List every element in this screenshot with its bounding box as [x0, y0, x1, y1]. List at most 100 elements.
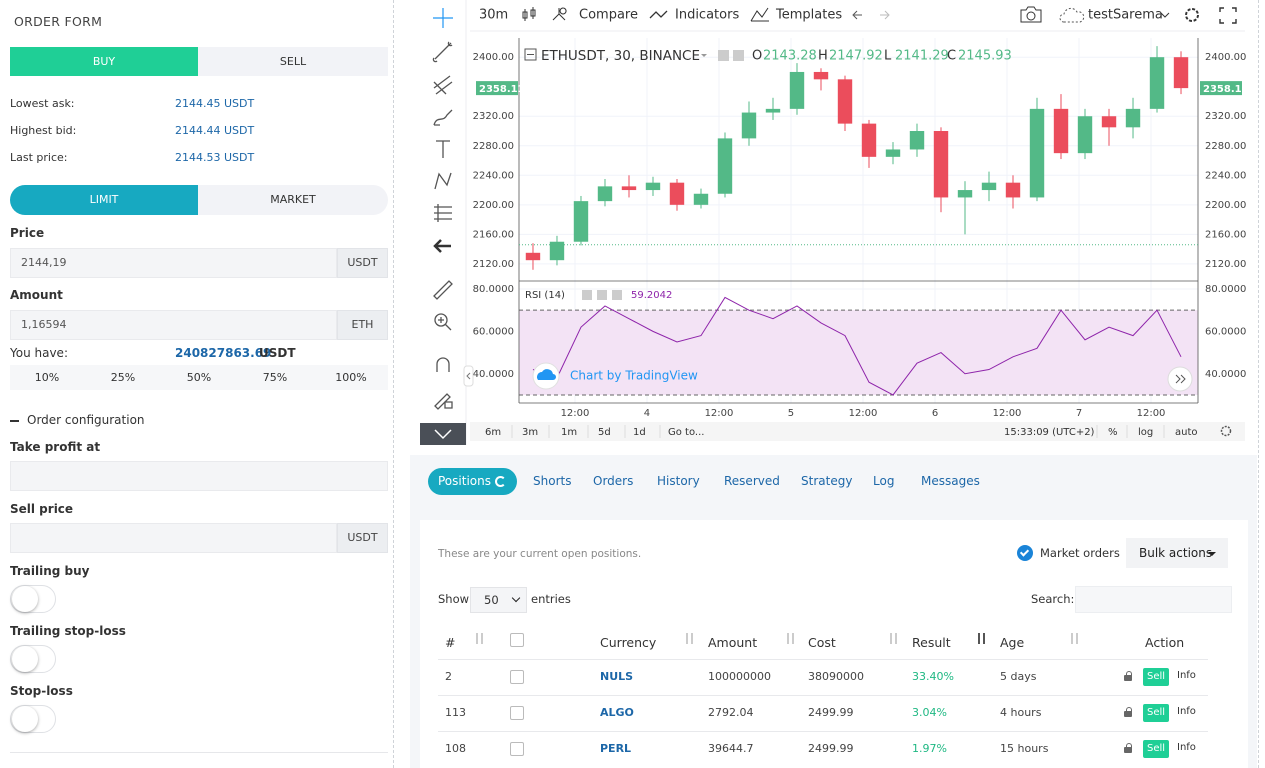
- sell-tab[interactable]: SELL: [198, 47, 388, 76]
- compare-button-icon[interactable]: [552, 7, 567, 21]
- range-button[interactable]: 1d: [633, 427, 646, 438]
- interval-button[interactable]: 30m: [479, 8, 508, 23]
- table-cell[interactable]: 4 hours: [1000, 706, 1042, 719]
- range-button[interactable]: 6m: [485, 427, 501, 438]
- input-unit[interactable]: ETH: [337, 310, 388, 340]
- indicators-button[interactable]: Indicators: [675, 8, 739, 23]
- table-cell[interactable]: 3.04%: [912, 706, 947, 719]
- toggle-knob[interactable]: [12, 586, 38, 612]
- table-rule[interactable]: [438, 695, 1208, 696]
- table-rule[interactable]: [438, 731, 1208, 732]
- info-button[interactable]: Info: [1177, 706, 1196, 717]
- table-cell[interactable]: 38090000: [808, 670, 864, 683]
- sort-button[interactable]: [691, 633, 693, 644]
- sort-button[interactable]: [890, 633, 892, 644]
- info-button[interactable]: Info: [1177, 742, 1196, 753]
- table-cell[interactable]: NULS: [600, 670, 634, 683]
- page-size-select[interactable]: 50: [470, 587, 527, 613]
- bulk-actions-button[interactable]: Bulk actions: [1126, 538, 1228, 568]
- sort-button[interactable]: [476, 633, 478, 644]
- drawing-tool[interactable]: [433, 239, 451, 253]
- input-unit[interactable]: USDT: [337, 523, 388, 553]
- toggle-knob[interactable]: [12, 646, 38, 672]
- drawing-tool[interactable]: [433, 280, 453, 300]
- positions-tab[interactable]: Positions: [428, 468, 517, 495]
- sort-button[interactable]: [978, 633, 980, 644]
- toggle-label[interactable]: Trailing stop-loss: [10, 624, 126, 638]
- scale-option-button[interactable]: %: [1108, 427, 1118, 438]
- toggle-label[interactable]: Trailing buy: [10, 564, 90, 578]
- table-cell[interactable]: 15 hours: [1000, 742, 1049, 755]
- sort-button[interactable]: [1076, 633, 1078, 644]
- table-cell[interactable]: 2499.99: [808, 742, 854, 755]
- sell-button-label[interactable]: Sell: [1147, 671, 1166, 682]
- drawing-tool[interactable]: [434, 313, 452, 331]
- toolbar-toggle-icon[interactable]: [434, 429, 452, 440]
- table-cell[interactable]: 2: [445, 670, 452, 683]
- drawing-tool[interactable]: [433, 109, 453, 126]
- toggle[interactable]: [10, 645, 56, 673]
- input-value[interactable]: 1,16594: [21, 318, 67, 331]
- toolbar-toggle[interactable]: [420, 423, 466, 445]
- sell-button[interactable]: Sell: [1143, 740, 1169, 758]
- table-cell[interactable]: ALGO: [600, 706, 634, 719]
- table-cell[interactable]: 113: [445, 706, 466, 719]
- percent-button[interactable]: 50%: [186, 371, 212, 384]
- table-cell[interactable]: 5 days: [1000, 670, 1037, 683]
- drawing-tool[interactable]: [432, 41, 453, 63]
- input-value[interactable]: 2144,19: [21, 256, 67, 269]
- drawing-tool[interactable]: [434, 393, 453, 410]
- table-cell[interactable]: 2792.04: [708, 706, 754, 719]
- table-cell[interactable]: PERL: [600, 742, 632, 755]
- tab[interactable]: Reserved: [724, 474, 780, 488]
- goto-button[interactable]: Go to...: [668, 427, 704, 438]
- select-all-checkbox[interactable]: [510, 633, 524, 647]
- sell-button[interactable]: Sell: [1143, 704, 1169, 722]
- limit-tab[interactable]: LIMIT: [10, 185, 198, 215]
- sort-button[interactable]: [686, 633, 688, 644]
- toggle[interactable]: [10, 585, 56, 613]
- text-input[interactable]: [10, 461, 388, 491]
- market-tab[interactable]: MARKET: [198, 185, 388, 215]
- tab[interactable]: History: [657, 474, 700, 488]
- undo-button[interactable]: [852, 10, 862, 20]
- drawing-tool[interactable]: [433, 8, 453, 28]
- search-input[interactable]: [1075, 586, 1232, 613]
- table-cell[interactable]: 100000000: [708, 670, 771, 683]
- watermark-link[interactable]: Chart by TradingView: [570, 369, 698, 383]
- drawing-tool[interactable]: [434, 204, 452, 222]
- sort-button[interactable]: [787, 633, 789, 644]
- table-cell[interactable]: 108: [445, 742, 466, 755]
- text-input[interactable]: [10, 523, 337, 553]
- scale-option-button[interactable]: auto: [1175, 427, 1198, 438]
- range-button[interactable]: 3m: [522, 427, 538, 438]
- table-cell[interactable]: 33.40%: [912, 670, 954, 683]
- row-checkbox[interactable]: [510, 706, 524, 720]
- tab[interactable]: Strategy: [801, 474, 853, 488]
- sort-button[interactable]: [792, 633, 794, 644]
- toggle-knob[interactable]: [12, 706, 38, 732]
- scale-option-button[interactable]: log: [1138, 427, 1153, 438]
- table-cell[interactable]: 39644.7: [708, 742, 754, 755]
- range-button[interactable]: 5d: [598, 427, 611, 438]
- range-button[interactable]: 1m: [561, 427, 577, 438]
- buy-tab[interactable]: BUY: [10, 47, 198, 76]
- tab[interactable]: Log: [873, 474, 895, 488]
- tab[interactable]: Orders: [593, 474, 634, 488]
- toggle[interactable]: [10, 705, 56, 733]
- input-unit[interactable]: USDT: [337, 248, 388, 278]
- percent-button[interactable]: 10%: [34, 371, 60, 384]
- text-input[interactable]: 2144,19: [10, 248, 337, 278]
- compare-button[interactable]: Compare: [579, 8, 638, 23]
- drawing-tool[interactable]: [434, 172, 452, 190]
- tab[interactable]: Shorts: [533, 474, 572, 488]
- market-orders-checkbox[interactable]: [1017, 545, 1033, 561]
- percent-button[interactable]: 25%: [110, 371, 136, 384]
- sell-button[interactable]: Sell: [1143, 668, 1169, 686]
- sell-button-label[interactable]: Sell: [1147, 707, 1166, 718]
- tab-label[interactable]: Positions: [438, 474, 491, 488]
- chart-type-button[interactable]: [522, 7, 536, 21]
- row-checkbox[interactable]: [510, 742, 524, 756]
- templates-button-icon[interactable]: [750, 7, 769, 22]
- drawing-tool[interactable]: [433, 75, 453, 95]
